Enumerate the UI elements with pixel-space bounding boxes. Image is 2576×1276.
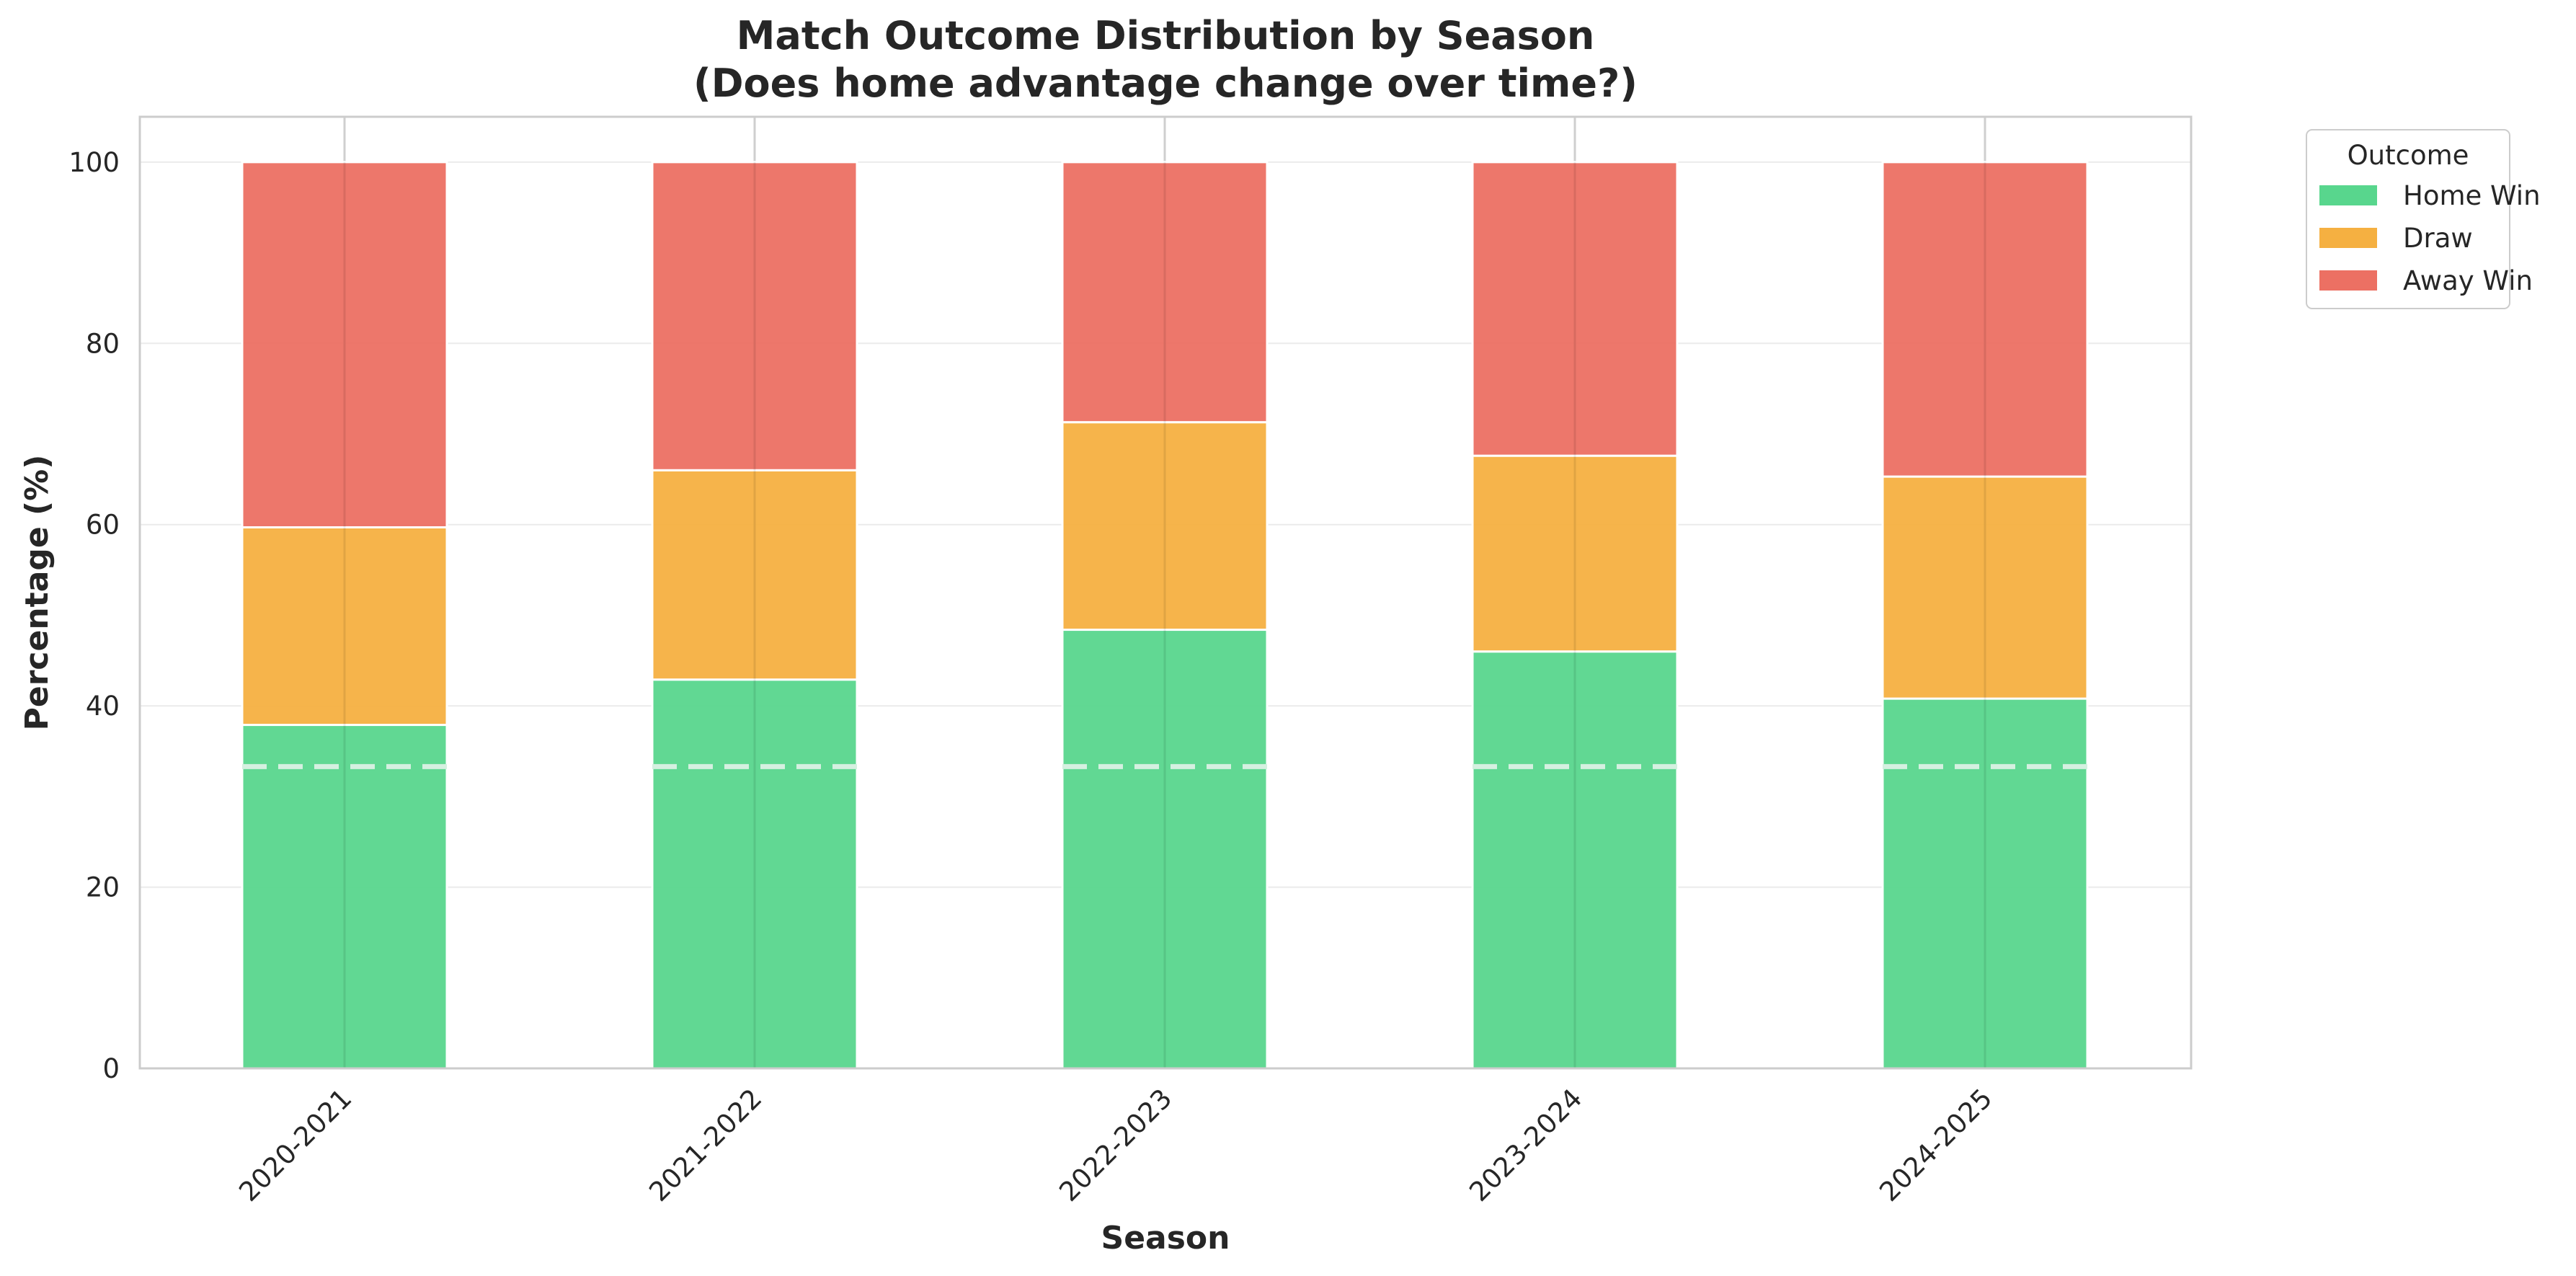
y-tick-label: 20 — [86, 872, 120, 903]
x-tick-label: 2023-2024 — [1463, 1083, 1588, 1208]
x-tick-label: 2022-2023 — [1053, 1083, 1178, 1208]
legend-label: Away Win — [2403, 265, 2533, 296]
bar-segment — [1061, 629, 1269, 1070]
x-tick-label: 2024-2025 — [1873, 1083, 1998, 1208]
bar-segment — [1881, 475, 2089, 700]
legend-label: Home Win — [2403, 180, 2541, 211]
legend-label: Draw — [2403, 223, 2473, 254]
y-tick-label: 60 — [86, 510, 120, 541]
bar-segment — [1061, 161, 1269, 424]
bar-segment — [1881, 697, 2089, 1070]
chart-subtitle: (Does home advantage change over time?) — [693, 61, 1638, 106]
bar-segment — [241, 724, 448, 1070]
y-tick-label: 40 — [86, 691, 120, 722]
x-tick-label: 2020-2021 — [233, 1083, 357, 1208]
x-axis-label: Season — [1101, 1220, 1230, 1257]
x-axis-ticks: 2020-2021 2021-2022 2022-2023 2023-2024 2024… — [233, 1083, 1998, 1208]
chart-title: Match Outcome Distribution by Season — [737, 13, 1595, 58]
bar-segment — [1471, 454, 1679, 653]
y-axis-label: Percentage (%) — [19, 455, 55, 731]
y-tick-label: 100 — [68, 147, 120, 178]
legend-swatch — [2319, 185, 2377, 205]
bar-segment — [651, 469, 858, 681]
bars — [241, 161, 2089, 1070]
bar-segment — [241, 161, 448, 528]
legend: Outcome Home Win Draw Away Win — [2306, 129, 2541, 309]
y-tick-label: 80 — [86, 328, 120, 359]
bar-segment — [241, 526, 448, 727]
x-tick-label: 2021-2022 — [643, 1083, 768, 1208]
bar-segment — [651, 161, 858, 471]
legend-frame — [2306, 129, 2510, 309]
y-axis-ticks: 0 20 40 60 80 100 — [68, 147, 120, 1084]
bar-segment — [1061, 421, 1269, 632]
legend-swatch — [2319, 228, 2377, 248]
plot-frame — [138, 115, 2193, 1070]
bar-segment — [1471, 650, 1679, 1070]
bar-segment — [1881, 161, 2089, 478]
legend-title: Outcome — [2348, 140, 2469, 171]
legend-swatch — [2319, 270, 2377, 291]
y-tick-label: 0 — [102, 1053, 120, 1084]
bar-segment — [1471, 161, 1679, 457]
